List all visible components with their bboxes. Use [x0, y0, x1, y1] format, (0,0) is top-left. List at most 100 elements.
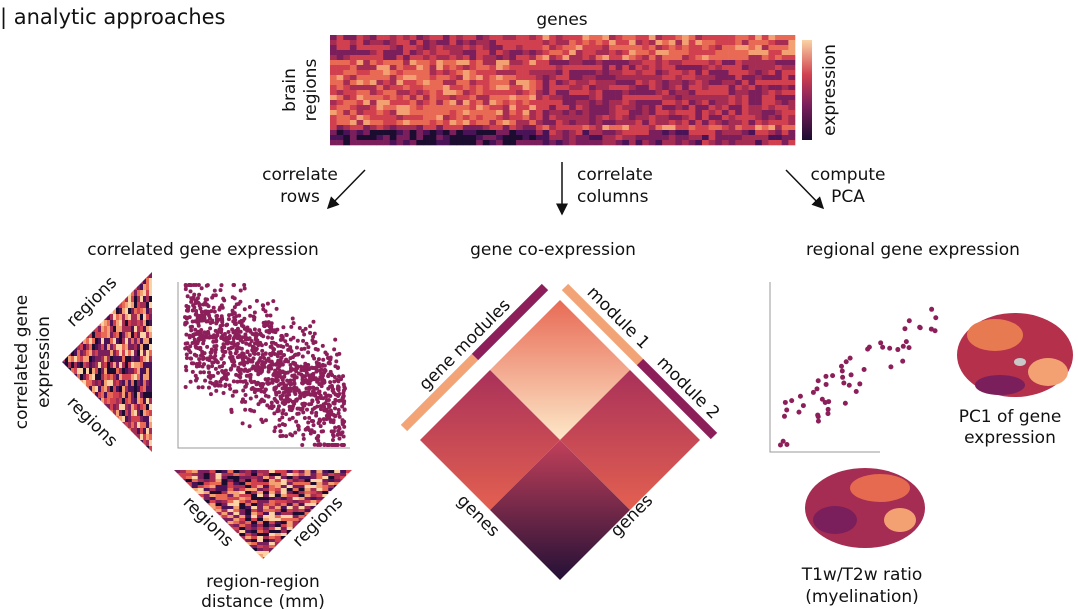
cell: [682, 65, 690, 71]
cell: [71, 290, 75, 297]
point: [315, 347, 320, 352]
cell: [389, 70, 397, 76]
cell: [125, 428, 129, 435]
point: [224, 323, 229, 328]
point: [841, 380, 847, 386]
cell: [125, 332, 129, 339]
cell: [110, 308, 114, 315]
cell: [781, 75, 789, 81]
cell: [496, 105, 504, 111]
cell: [349, 85, 357, 91]
cell: [741, 70, 749, 76]
point: [298, 394, 303, 399]
cell: [146, 332, 150, 339]
cell: [298, 491, 305, 495]
point: [269, 359, 274, 364]
cell: [310, 545, 317, 549]
point: [213, 350, 218, 355]
colorbar-label: expression: [820, 44, 840, 136]
cell: [149, 410, 152, 417]
cell: [286, 515, 293, 519]
cell: [286, 473, 293, 477]
cell: [662, 115, 670, 121]
cell: [356, 55, 364, 61]
cell: [755, 75, 763, 81]
point: [269, 340, 274, 345]
point: [205, 319, 210, 324]
cell: [755, 60, 763, 66]
point: [233, 351, 238, 356]
point: [204, 283, 209, 288]
point: [308, 330, 313, 335]
point: [815, 418, 821, 424]
cell: [735, 125, 743, 131]
cell: [489, 90, 497, 96]
point: [322, 363, 327, 368]
cell: [134, 290, 138, 297]
point: [288, 366, 293, 371]
cell: [280, 539, 288, 543]
cell: [655, 65, 663, 71]
cell: [80, 278, 84, 285]
cell: [688, 35, 696, 41]
cell: [280, 551, 288, 555]
cell: [735, 110, 743, 116]
cell: [143, 398, 147, 405]
cell: [221, 491, 228, 495]
cell: [429, 80, 437, 86]
cell: [761, 140, 769, 146]
cell: [110, 404, 114, 411]
cell: [748, 135, 756, 141]
cell: [456, 110, 464, 116]
cell: [363, 130, 371, 136]
point: [184, 308, 189, 313]
cell: [496, 85, 504, 91]
cell: [346, 473, 352, 477]
cell: [542, 130, 550, 136]
cell: [788, 140, 796, 146]
cell: [65, 422, 69, 429]
point: [331, 434, 336, 439]
cell: [469, 130, 477, 136]
cell: [741, 95, 749, 101]
cell: [215, 554, 222, 558]
point: [290, 415, 295, 420]
cell: [95, 314, 99, 321]
cell: [775, 120, 783, 126]
cell: [502, 105, 510, 111]
cell: [715, 45, 723, 51]
cell: [442, 110, 450, 116]
cell: [227, 554, 234, 558]
cell: [68, 368, 72, 375]
cell: [125, 314, 129, 321]
cell: [209, 482, 216, 486]
cell: [65, 272, 69, 279]
cell: [98, 368, 102, 375]
cell: [137, 392, 141, 399]
cell: [695, 45, 703, 51]
cell: [74, 278, 78, 285]
cell: [80, 290, 84, 297]
cell: [146, 398, 150, 405]
cell: [104, 386, 108, 393]
point: [333, 425, 338, 430]
cell: [343, 125, 351, 131]
cell: [735, 45, 743, 51]
cell: [134, 434, 138, 441]
step-label: correlate rows: [262, 165, 338, 207]
point: [189, 283, 194, 288]
cell: [140, 362, 144, 369]
cell: [416, 40, 424, 46]
cell: [682, 130, 690, 136]
cell: [274, 530, 282, 534]
cell: [77, 356, 81, 363]
cell: [215, 500, 222, 504]
point: [199, 318, 204, 323]
cell: [562, 135, 570, 141]
cell: [322, 545, 329, 549]
cell: [509, 45, 517, 51]
point: [272, 396, 277, 401]
cell: [92, 326, 96, 333]
cell: [642, 135, 650, 141]
point: [247, 342, 252, 347]
